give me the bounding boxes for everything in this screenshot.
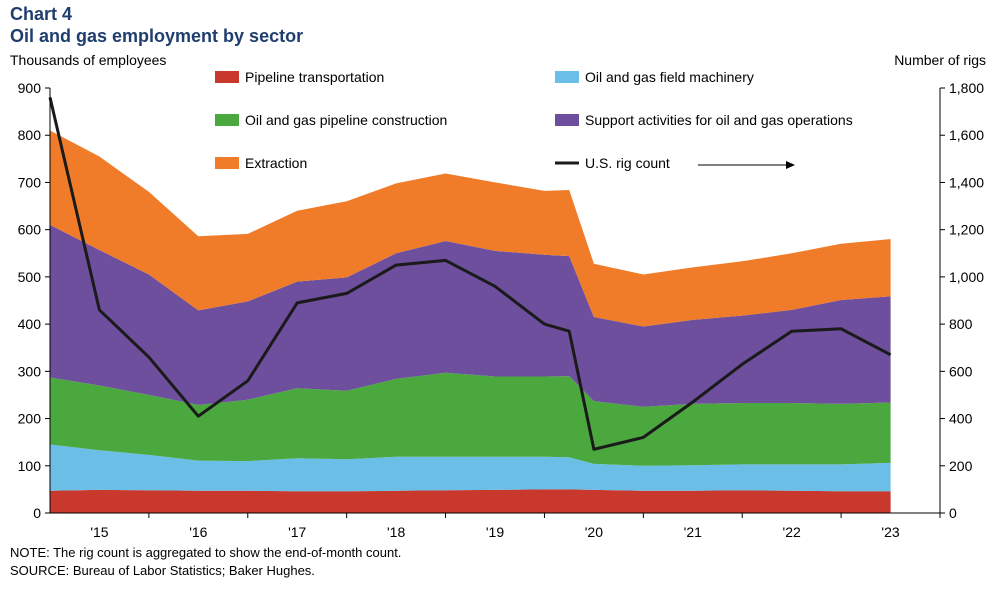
rig-count-layer: [48, 97, 892, 451]
x-tick-label: '15: [90, 524, 108, 540]
y-right-tick-label: 1,600: [949, 127, 984, 143]
source-note: SOURCE: Bureau of Labor Statistics; Bake…: [10, 563, 315, 578]
y-right-tick-label: 1,800: [949, 80, 984, 96]
legend-arrow-head: [786, 161, 795, 169]
area-series-0: [50, 489, 891, 513]
y-left-tick-label: 700: [18, 174, 42, 190]
y-left-tick-label: 600: [18, 222, 42, 238]
y-left-tick-label: 300: [18, 363, 42, 379]
chart-title: Oil and gas employment by sector: [10, 26, 304, 46]
y-right-tick-label: 800: [949, 316, 973, 332]
footnote: NOTE: The rig count is aggregated to sho…: [10, 545, 402, 560]
x-tick-label: '23: [881, 524, 899, 540]
y-left-tick-label: 400: [18, 316, 42, 332]
y-left-tick-label: 200: [18, 411, 42, 427]
y-right-tick-label: 0: [949, 505, 957, 521]
y-right-tick-label: 1,400: [949, 174, 984, 190]
axes: 0 100 200 300 400 500 600 700 800 900 0 200 400 600 80…: [18, 80, 985, 540]
area-series-1: [50, 444, 891, 492]
area-series-4: [50, 130, 891, 327]
x-tick-label: '18: [387, 524, 405, 540]
legend-swatch: [215, 157, 239, 169]
y-right-tick-label: 600: [949, 363, 973, 379]
area-layers: [50, 130, 891, 513]
y-left-tick-label: 100: [18, 458, 42, 474]
y-right-tick-label: 1,200: [949, 222, 984, 238]
y-right-tick-label: 400: [949, 411, 973, 427]
y-right-tick-label: 200: [949, 458, 973, 474]
legend-swatch: [215, 114, 239, 126]
legend-swatch: [215, 71, 239, 83]
x-tick-label: '17: [288, 524, 306, 540]
legend-label: U.S. rig count: [585, 155, 670, 171]
legend-label: Extraction: [245, 155, 307, 171]
legend-swatch: [555, 71, 579, 83]
y-left-tick-label: 900: [18, 80, 42, 96]
x-tick-label: '20: [585, 524, 603, 540]
legend-label: Support activities for oil and gas opera…: [585, 112, 853, 128]
x-tick-label: '21: [684, 524, 702, 540]
legend-label: Oil and gas field machinery: [585, 69, 754, 85]
legend-swatch: [555, 114, 579, 126]
legend-label: Oil and gas pipeline construction: [245, 112, 447, 128]
area-series-2: [50, 372, 891, 466]
y-axis-left-title: Thousands of employees: [10, 52, 167, 68]
chart-label: Chart 4: [10, 4, 73, 24]
y-left-tick-label: 0: [33, 505, 41, 521]
x-tick-label: '16: [189, 524, 207, 540]
legend: Pipeline transportation Oil and gas field…: [215, 69, 853, 171]
rig-count-line: [48, 97, 892, 451]
y-right-tick-label: 1,000: [949, 269, 984, 285]
x-tick-label: '22: [783, 524, 801, 540]
legend-label: Pipeline transportation: [245, 69, 384, 85]
x-tick-label: '19: [486, 524, 504, 540]
y-left-tick-label: 800: [18, 127, 42, 143]
y-axis-right-title: Number of rigs: [894, 52, 986, 68]
y-left-tick-label: 500: [18, 269, 42, 285]
